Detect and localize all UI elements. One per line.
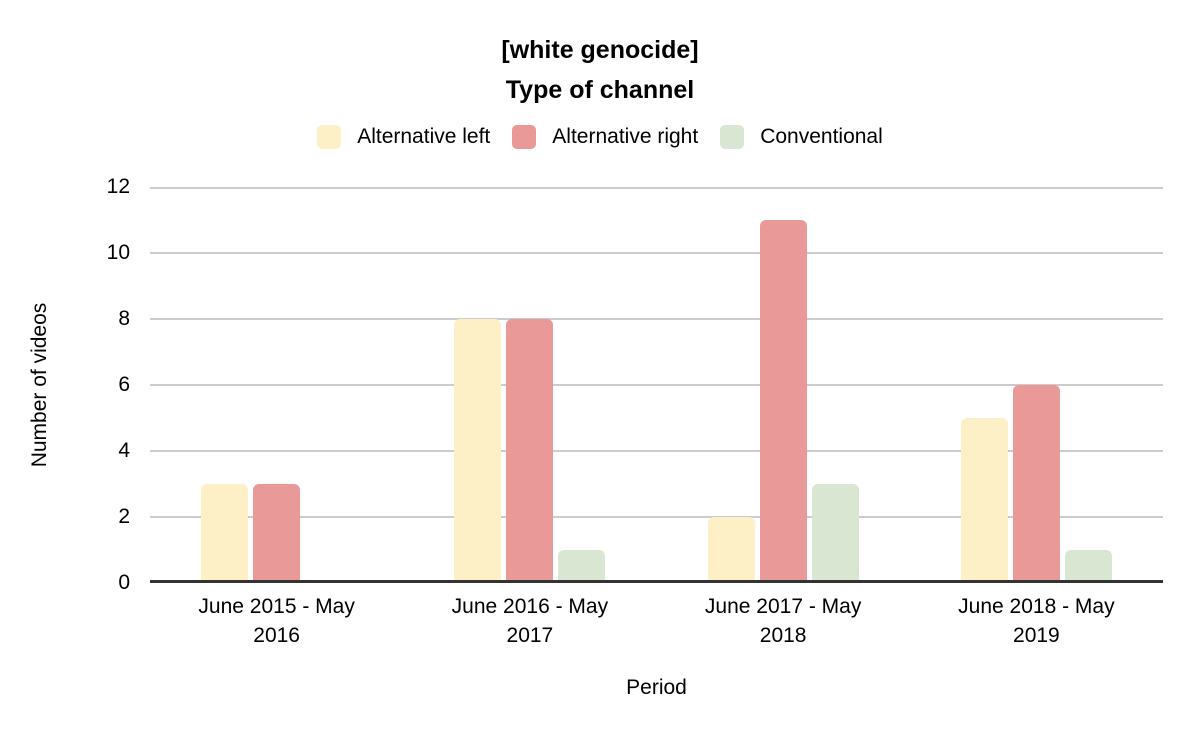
gridline bbox=[150, 187, 1163, 189]
x-tick-label: June 2018 - May 2019 bbox=[910, 592, 1163, 650]
x-tick-label: June 2017 - May 2018 bbox=[657, 592, 910, 650]
legend: Alternative left Alternative right Convent… bbox=[0, 125, 1200, 149]
x-axis-tick-labels: June 2015 - May 2016 June 2016 - May 2017… bbox=[150, 592, 1163, 650]
x-tick-label-text: June 2016 - May 2017 bbox=[451, 595, 609, 647]
legend-swatch-icon bbox=[720, 125, 745, 149]
bar bbox=[454, 319, 502, 583]
y-tick-label: 6 bbox=[118, 373, 130, 396]
legend-swatch-icon bbox=[317, 125, 342, 149]
x-tick-label-text: June 2018 - May 2019 bbox=[958, 595, 1115, 647]
bar bbox=[960, 418, 1008, 583]
bar-group bbox=[657, 187, 910, 583]
bar bbox=[1012, 385, 1060, 583]
bar bbox=[759, 220, 807, 583]
bar bbox=[506, 319, 554, 583]
x-tick-label-text: June 2015 - May 2016 bbox=[198, 595, 355, 647]
legend-label: Alternative right bbox=[552, 125, 699, 148]
legend-label: Alternative left bbox=[357, 125, 491, 148]
y-tick-label: 8 bbox=[118, 307, 130, 330]
x-tick-label: June 2015 - May 2016 bbox=[150, 592, 403, 650]
chart-title-block: [white genocide] Type of channel bbox=[0, 30, 1200, 110]
legend-swatch-icon bbox=[512, 125, 537, 149]
legend-label: Conventional bbox=[760, 125, 883, 148]
x-tick-label-text: June 2017 - May 2018 bbox=[704, 595, 862, 647]
plot-area bbox=[150, 187, 1163, 583]
y-tick-label: 0 bbox=[118, 571, 130, 594]
bar bbox=[707, 517, 755, 583]
chart-subtitle: Type of channel bbox=[505, 76, 695, 104]
bar-groups bbox=[150, 187, 1163, 583]
gridline bbox=[150, 252, 1163, 254]
y-tick-label: 12 bbox=[106, 175, 130, 198]
legend-item: Alternative left bbox=[317, 125, 490, 149]
bar bbox=[558, 550, 606, 583]
legend-item: Conventional bbox=[720, 125, 883, 149]
chart-title: [white genocide] bbox=[501, 36, 699, 64]
x-axis-title: Period bbox=[626, 676, 687, 699]
x-axis-baseline bbox=[150, 580, 1163, 583]
bar bbox=[1064, 550, 1112, 583]
bar bbox=[811, 484, 859, 583]
bar bbox=[201, 484, 249, 583]
y-tick-label: 4 bbox=[118, 439, 130, 462]
bar bbox=[253, 484, 301, 583]
x-tick-label: June 2016 - May 2017 bbox=[403, 592, 656, 650]
bar-group bbox=[150, 187, 403, 583]
gridline bbox=[150, 384, 1163, 386]
gridline bbox=[150, 318, 1163, 320]
bar-group bbox=[910, 187, 1163, 583]
bar-group bbox=[403, 187, 656, 583]
y-axis-tick-labels: 0 2 4 6 8 10 12 bbox=[0, 175, 140, 594]
legend-item: Alternative right bbox=[512, 125, 698, 149]
y-tick-label: 10 bbox=[106, 241, 130, 264]
y-tick-label: 2 bbox=[118, 505, 130, 528]
gridline bbox=[150, 450, 1163, 452]
gridline bbox=[150, 516, 1163, 518]
